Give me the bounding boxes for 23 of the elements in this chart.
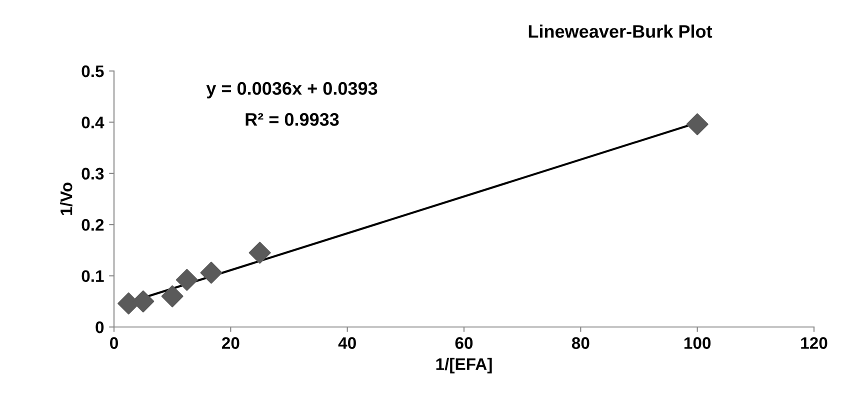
x-tick-label: 40 bbox=[338, 337, 356, 349]
y-tick-label: 0.4 bbox=[82, 116, 104, 128]
point bbox=[200, 262, 222, 284]
point bbox=[686, 113, 708, 136]
x-tick-label: 80 bbox=[572, 337, 590, 349]
x-axis-title: 1/[EFA] bbox=[436, 358, 492, 374]
x-tick-label: 60 bbox=[455, 337, 473, 349]
x-tick-label: 20 bbox=[222, 337, 240, 349]
y-tick-label: 0.1 bbox=[82, 270, 104, 282]
x-tick-label: 120 bbox=[801, 337, 828, 349]
x-tick-label: 100 bbox=[684, 337, 711, 349]
point bbox=[176, 268, 198, 291]
y-tick-label: 0 bbox=[96, 321, 104, 334]
y-tick-label: 0.3 bbox=[82, 168, 104, 180]
y-tick-label: 0.5 bbox=[82, 65, 104, 78]
x-tick-label: 0 bbox=[110, 337, 118, 349]
chart-title: Lineweaver-Burk Plot bbox=[528, 24, 712, 38]
y-axis-title: 1/Vo bbox=[60, 182, 72, 215]
point bbox=[248, 242, 271, 264]
annotation: R² = 0.9933 bbox=[246, 113, 339, 126]
annotation: y = 0.0036x + 0.0393 bbox=[206, 82, 378, 98]
y-tick-label: 0.2 bbox=[82, 219, 104, 231]
point bbox=[161, 285, 184, 308]
